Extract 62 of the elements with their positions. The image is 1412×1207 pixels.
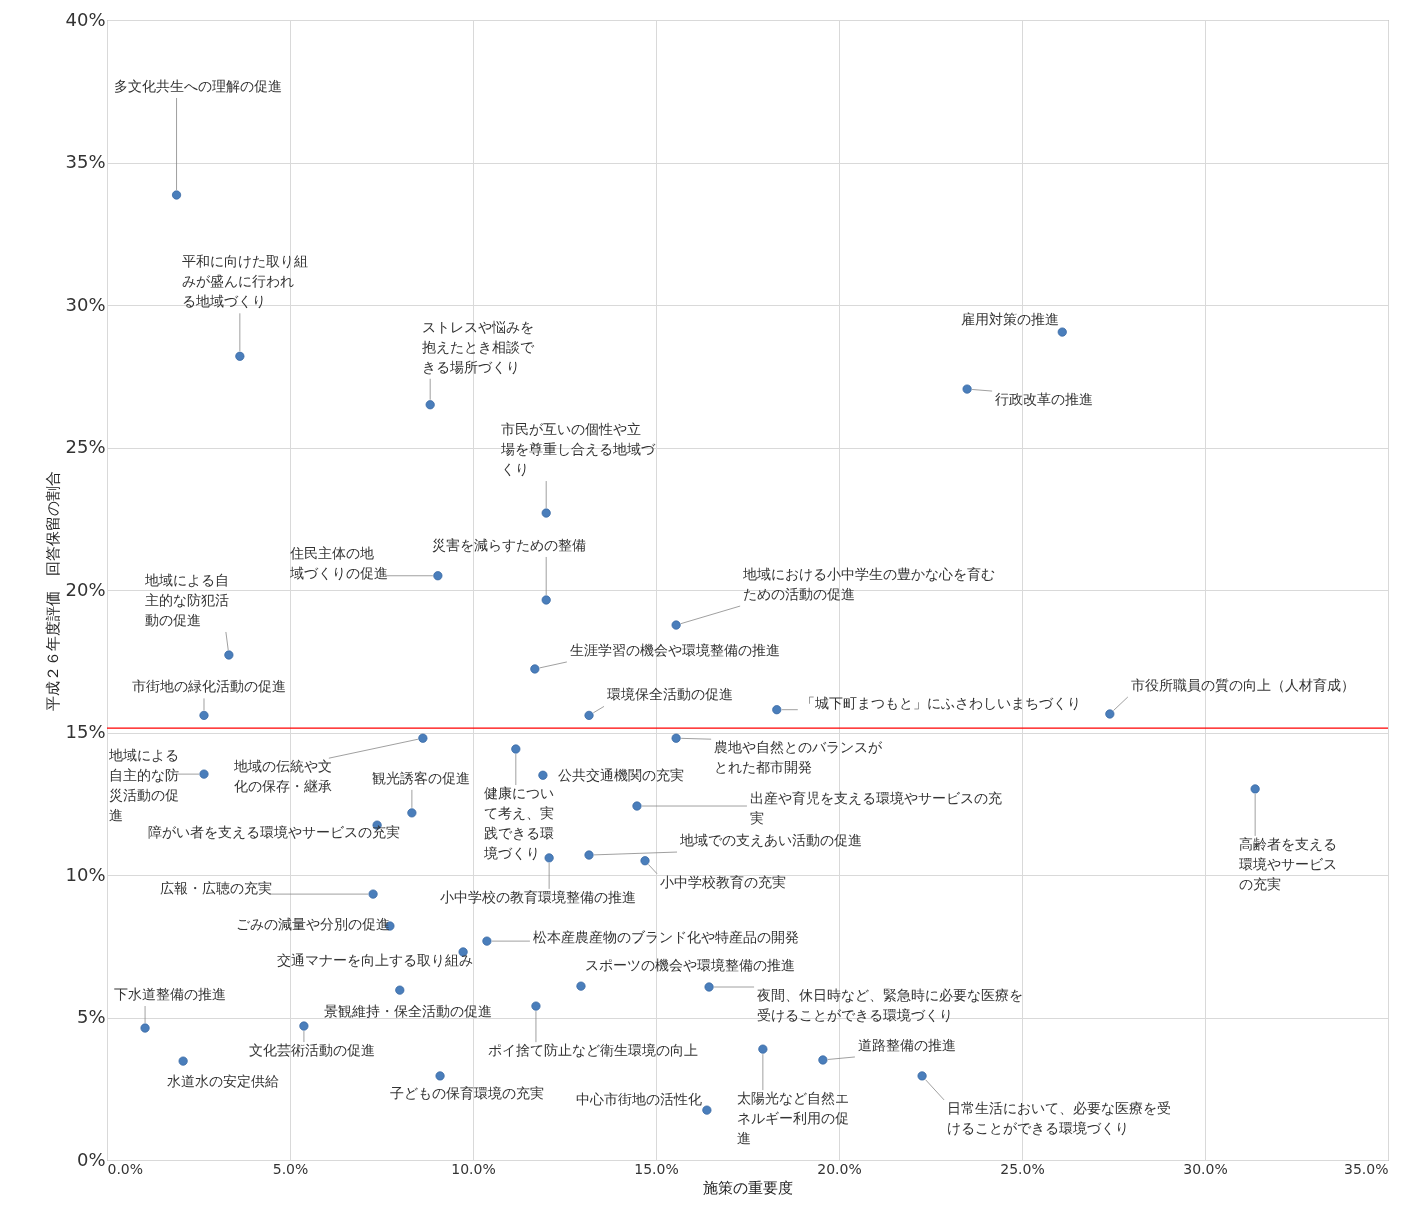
annotation: 雇用対策の推進 — [961, 311, 1060, 328]
x-tick-label: 35.0% — [1344, 1160, 1389, 1177]
annotation: 公共交通機関の充実 — [557, 767, 684, 784]
annotation: ごみの減量や分別の促進 — [235, 916, 390, 933]
x-tick-label: 30.0% — [1183, 1160, 1228, 1177]
annotation: 夜間、休日時など、緊急時に必要な医療を受けることができる環境づくり — [757, 987, 1024, 1024]
annotation: 子どもの保育環境の充実 — [390, 1084, 545, 1101]
y-tick-label: 0% — [76, 1148, 106, 1170]
x-axis-title: 施策の重要度 — [703, 1178, 793, 1197]
y-tick-label: 25% — [65, 436, 106, 457]
annotation: 障がい者を支える環境やサービスの充実 — [148, 824, 401, 841]
annotation: 出産や育児を支える環境やサービスの充実 — [749, 790, 1002, 827]
annotation: 景観維持・保全活動の促進 — [323, 1003, 492, 1020]
x-tick-label: 15.0% — [634, 1160, 679, 1177]
x-tick-label: 10.0% — [451, 1160, 496, 1177]
annotation: 市街地の緑化活動の促進 — [131, 678, 286, 695]
annotation: 多文化共生への理解の促進 — [113, 77, 282, 94]
y-axis-title: 平成２６年度評価 回答保留の割合 — [44, 470, 63, 711]
annotation: 農地や自然とのバランスがとれた都市開発 — [714, 739, 884, 776]
annotation: 下水道整備の推進 — [114, 986, 227, 1003]
annotation: 文化芸術活動の促進 — [248, 1042, 375, 1059]
annotation: 小中学校教育の充実 — [660, 873, 787, 890]
annotation: 地域による自主的な防犯活動の促進 — [143, 571, 229, 628]
annotation: 地域の伝統や文化の保存・継承 — [232, 758, 332, 795]
y-tick-label: 30% — [65, 293, 106, 315]
annotation: 住民主体の地域づくりの促進 — [288, 544, 388, 581]
annotation: 災害を減らすための整備 — [432, 536, 587, 553]
y-tick-label: 15% — [65, 721, 106, 742]
annotation: 観光誘客の促進 — [371, 769, 470, 786]
annotation: 生涯学習の機会や環境整備の推進 — [569, 641, 780, 658]
annotation: 市民が互いの個性や立場を尊重し合える地域づくり — [500, 421, 657, 478]
annotation: スポーツの機会や環境整備の推進 — [584, 957, 795, 974]
y-tick-label: 40% — [65, 8, 106, 30]
annotation: 地域による自主的な防災活動の促進 — [107, 747, 179, 824]
annotation: 中心市街地の活性化 — [575, 1091, 702, 1108]
annotation: ストレスや悩みを抱えたとき相談できる場所づくり — [422, 318, 536, 375]
annotation: 平和に向けた取り組みが盛んに行われる地域づくり — [181, 253, 308, 310]
x-tick-label: 20.0% — [817, 1160, 862, 1177]
annotation: 「城下町まつもと」にふさわしいまちづくり — [800, 694, 1081, 711]
y-tick-label: 35% — [65, 151, 106, 172]
annotation: 行政改革の推進 — [995, 391, 1094, 408]
x-tick-label: 0.0% — [107, 1160, 144, 1177]
annotation: 地域での支えあい活動の促進 — [679, 832, 863, 849]
annotation: 小中学校の教育環境整備の推進 — [440, 888, 637, 905]
y-tick-label: 20% — [65, 578, 106, 600]
annotation: 日常生活において、必要な医療を受けることができる環境づくり — [947, 1099, 1172, 1136]
annotation: 環境保全活動の促進 — [607, 686, 734, 703]
annotation: 道路整備の推進 — [857, 1036, 956, 1053]
x-tick-label: 25.0% — [1000, 1160, 1045, 1177]
annotation: 太陽光など自然エネルギー利用の促進 — [736, 1090, 849, 1147]
annotation: 水道水の安定供給 — [167, 1073, 280, 1090]
annotation: 地域における小中学生の豊かな心を育むための活動の促進 — [742, 566, 996, 603]
annotation: 交通マナーを向上する取り組み — [277, 951, 474, 968]
y-tick-label: 10% — [65, 863, 106, 885]
y-tick-label: 5% — [76, 1006, 106, 1027]
annotation: 広報・広聴の充実 — [160, 880, 273, 897]
x-tick-label: 5.0% — [272, 1160, 309, 1177]
annotation: ポイ捨て防止など衛生環境の向上 — [487, 1042, 698, 1059]
annotation: 市役所職員の質の向上（人材育成） — [1130, 676, 1355, 693]
annotation: 松本産農産物のブランド化や特産品の開発 — [532, 929, 799, 946]
annotation: 健康について考え、実践できる環境づくり — [482, 785, 554, 862]
annotation: 高齢者を支える環境やサービスの充実 — [1239, 835, 1338, 892]
